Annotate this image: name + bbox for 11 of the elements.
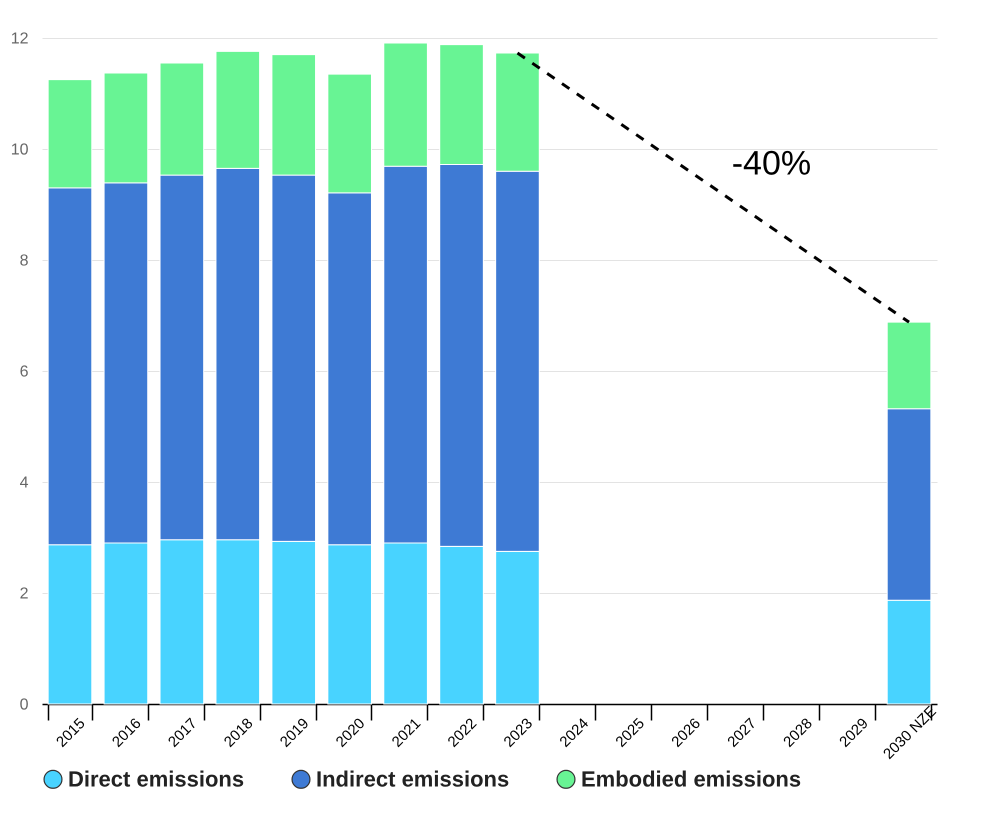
y-tick-label: 6	[20, 364, 29, 380]
annotation: -40%	[732, 144, 812, 183]
legend-label: Indirect emissions	[316, 766, 510, 792]
y-tick-label: 0	[20, 696, 29, 714]
y-tick-label: 12	[10, 30, 29, 48]
legend-label: Direct emissions	[68, 766, 244, 792]
y-tick-label: 4	[20, 474, 29, 492]
y-tick-label: 2	[20, 586, 29, 602]
legend-label: Embodied emissions	[581, 766, 802, 792]
y-tick-label: 8	[20, 252, 29, 270]
y-tick-label: 10	[10, 142, 29, 158]
